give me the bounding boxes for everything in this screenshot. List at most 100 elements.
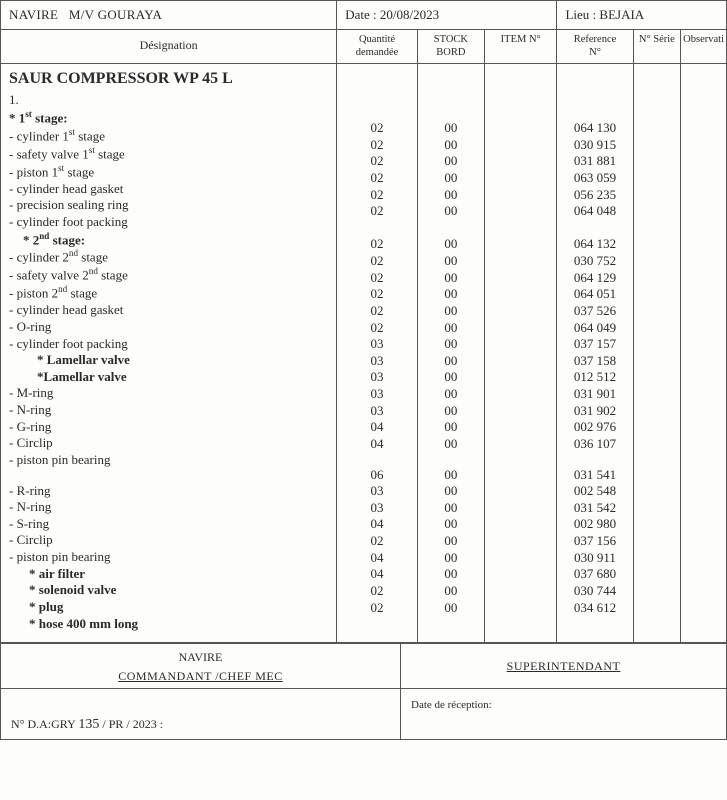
- stock-cell: 000000000000 000000000000000000000000000…: [417, 64, 484, 643]
- qte-value: 06: [345, 467, 409, 484]
- lieu-value: BEJAIA: [599, 7, 644, 22]
- ref-value: 031 902: [565, 403, 624, 420]
- stock-value: 00: [426, 483, 476, 500]
- stock-value: 00: [426, 336, 476, 353]
- item-cell: [484, 64, 557, 643]
- designation-line: - cylinder 1st stage: [9, 127, 328, 145]
- footer-refno: N° D.A:GRY 135 / PR / 2023 :: [1, 689, 401, 740]
- stock-value: 00: [426, 187, 476, 204]
- ref-value: 031 541: [565, 467, 624, 484]
- stock-value: 00: [426, 403, 476, 420]
- ref-value: 064 129: [565, 270, 624, 287]
- qte-cell: 020202020202 020202020202030303030304040…: [337, 64, 418, 643]
- ref-value: 036 107: [565, 436, 624, 453]
- col-obs: Observati: [681, 30, 727, 64]
- designation-cell: SAUR COMPRESSOR WP 45 L 1. * 1st stage: …: [1, 64, 337, 643]
- ref-value: 037 158: [565, 353, 624, 370]
- ref-value: 037 157: [565, 336, 624, 353]
- designation-line: - N-ring: [9, 499, 328, 516]
- stock-value: 00: [426, 253, 476, 270]
- qte-value: 02: [345, 153, 409, 170]
- lieu-label: Lieu :: [565, 7, 596, 22]
- navire-label: NAVIRE: [9, 7, 58, 22]
- designation-line: * plug: [9, 599, 328, 616]
- stock-value: 00: [426, 600, 476, 617]
- designation-line: - G-ring: [9, 419, 328, 436]
- designation-line: - cylinder head gasket: [9, 302, 328, 319]
- designation-line: - cylinder foot packing: [9, 336, 328, 353]
- col-qte: Quantité demandée: [337, 30, 418, 64]
- stock-value: 00: [426, 120, 476, 137]
- footer-navire: NAVIRE: [1, 644, 401, 670]
- qte-value: 02: [345, 286, 409, 303]
- section-no: 1.: [9, 92, 328, 109]
- date-value: 20/08/2023: [380, 7, 439, 22]
- qte-value: 03: [345, 336, 409, 353]
- stage-1: * 1st stage:: [9, 109, 328, 127]
- footer-reception: Date de réception:: [401, 689, 727, 740]
- stock-value: 00: [426, 516, 476, 533]
- stock-value: 00: [426, 137, 476, 154]
- col-stock: STOCK BORD: [417, 30, 484, 64]
- qte-value: 02: [345, 236, 409, 253]
- qte-value: 03: [345, 403, 409, 420]
- ref-value: 030 744: [565, 583, 624, 600]
- stock-value: 00: [426, 153, 476, 170]
- qte-value: 04: [345, 419, 409, 436]
- ref-value: 056 235: [565, 187, 624, 204]
- qte-value: 02: [345, 253, 409, 270]
- stock-value: 00: [426, 353, 476, 370]
- ref-value: 063 059: [565, 170, 624, 187]
- designation-line: * solenoid valve: [9, 582, 328, 599]
- designation-line: * air filter: [9, 566, 328, 583]
- qte-value: 02: [345, 303, 409, 320]
- qte-value: 02: [345, 533, 409, 550]
- refno-handwritten: 135: [78, 717, 99, 732]
- footer-commandant: COMMANDANT /CHEF MEC: [1, 669, 401, 689]
- ref-value: 012 512: [565, 369, 624, 386]
- qte-value: 02: [345, 120, 409, 137]
- stock-value: 00: [426, 270, 476, 287]
- stock-value: 00: [426, 467, 476, 484]
- stock-value: 00: [426, 286, 476, 303]
- qte-value: 02: [345, 170, 409, 187]
- stage-2: * 2nd stage:: [9, 231, 328, 249]
- designation-line: - safety valve 1st stage: [9, 145, 328, 163]
- qte-value: 02: [345, 320, 409, 337]
- navire-value: M/V GOURAYA: [69, 7, 162, 22]
- stock-value: 00: [426, 320, 476, 337]
- designation-line: * Lamellar valve: [9, 352, 328, 369]
- qte-value: 02: [345, 600, 409, 617]
- col-serie: N° Série: [633, 30, 681, 64]
- ref-value: 031 542: [565, 500, 624, 517]
- qte-value: 04: [345, 436, 409, 453]
- stock-value: 00: [426, 436, 476, 453]
- qte-value: 02: [345, 137, 409, 154]
- designation-line: - piston pin bearing: [9, 549, 328, 566]
- designation-line: - O-ring: [9, 319, 328, 336]
- ref-cell: 064 130030 915031 881063 059056 235064 0…: [557, 64, 633, 643]
- stock-value: 00: [426, 583, 476, 600]
- qte-value: 03: [345, 353, 409, 370]
- designation-line: - M-ring: [9, 385, 328, 402]
- stock-value: 00: [426, 550, 476, 567]
- ref-value: 037 526: [565, 303, 624, 320]
- serie-cell: [633, 64, 681, 643]
- ref-value: 064 132: [565, 236, 624, 253]
- stock-value: 00: [426, 236, 476, 253]
- header-navire: NAVIRE M/V GOURAYA: [1, 1, 337, 30]
- ref-value: 002 980: [565, 516, 624, 533]
- stock-value: 00: [426, 566, 476, 583]
- designation-line: - cylinder 2nd stage: [9, 248, 328, 266]
- qte-value: 02: [345, 583, 409, 600]
- ref-value: 064 049: [565, 320, 624, 337]
- ref-value: 030 752: [565, 253, 624, 270]
- ref-value: 002 976: [565, 419, 624, 436]
- designation-line: - piston pin bearing: [9, 452, 328, 469]
- ref-value: 030 911: [565, 550, 624, 567]
- col-ref: Reference N°: [557, 30, 633, 64]
- designation-line: - cylinder foot packing: [9, 214, 328, 231]
- qte-value: 02: [345, 270, 409, 287]
- header-date: Date : 20/08/2023: [337, 1, 557, 30]
- ref-value: 064 051: [565, 286, 624, 303]
